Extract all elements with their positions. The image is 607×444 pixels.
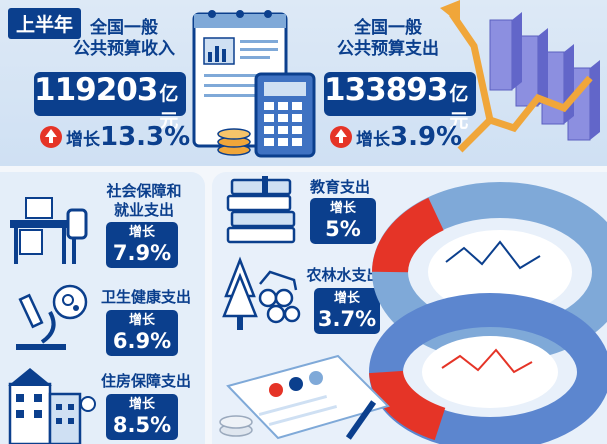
period-label: 上半年 [8,8,82,39]
expenditure-amount-box: 133893 亿元 [324,72,476,132]
growth-value: 5% [325,217,361,241]
building-icon [8,368,96,444]
growth-label: 增长 [128,397,155,412]
report-papers-icon [219,354,390,440]
category-title-line1: 教育支出 [309,178,370,196]
revenue-growth-value: 13.3% [100,122,191,152]
category-title-agriculture: 农林水支出 [296,266,392,285]
budget-document-calculator-icon [192,10,316,158]
revenue-title-line1: 全国一般 [90,18,158,38]
category-title-line1: 社会保障和 [106,182,182,200]
office-desk-icon [10,197,88,264]
category-growth-agriculture: 增长 3.7% [314,288,380,334]
growth-label: 增长 [128,225,155,240]
expenditure-amount: 133893 [324,72,448,108]
growth-value: 7.9% [112,241,172,265]
category-title-education: 教育支出 [300,178,380,197]
category-title-housing: 住房保障支出 [94,372,198,391]
revenue-growth-label: 增长 [66,129,100,150]
category-title-line1: 农林水支出 [306,266,382,284]
category-growth-education: 增长 5% [310,198,376,244]
revenue-title: 全国一般 公共预算收入 [44,18,204,60]
category-title-health: 卫生健康支出 [96,288,196,307]
up-arrow-icon [330,126,352,148]
growth-label: 增长 [128,313,155,328]
revenue-amount-box: 119203 亿元 [34,72,186,132]
growth-value: 3.7% [317,307,377,331]
expenditure-title: 全国一般 公共预算支出 [318,18,458,60]
microscope-icon [16,284,88,350]
growth-value: 8.5% [112,413,172,437]
category-title-line2: 就业支出 [113,201,174,219]
books-icon [226,176,296,244]
category-title-line1: 卫生健康支出 [100,288,191,306]
rising-bars-illustration [440,0,600,153]
category-title-line1: 住房保障支出 [100,372,191,390]
growth-label: 增长 [329,201,356,216]
ring-chart-illustration [369,182,607,444]
revenue-title-line2: 公共预算收入 [73,39,175,59]
expenditure-growth-label: 增长 [356,129,390,150]
category-growth-health: 增长 6.9% [106,310,178,356]
expenditure-title-line1: 全国一般 [354,18,422,38]
category-growth-housing: 增长 8.5% [106,394,178,440]
expenditure-unit: 亿元 [449,83,469,132]
growth-label: 增长 [333,291,360,306]
category-growth-social-security: 增长 7.9% [106,222,178,268]
revenue-amount: 119203 [34,72,158,108]
growth-value: 6.9% [112,329,172,353]
up-arrow-icon [40,126,62,148]
expenditure-title-line2: 公共预算支出 [337,39,439,59]
expenditure-growth-value: 3.9% [390,122,463,152]
revenue-growth: 增长 13.3% [40,122,190,152]
category-title-social-security: 社会保障和 就业支出 [96,182,192,220]
revenue-unit: 亿元 [159,83,179,132]
expenditure-growth: 增长 3.9% [330,122,462,152]
forest-water-icon [222,256,301,330]
